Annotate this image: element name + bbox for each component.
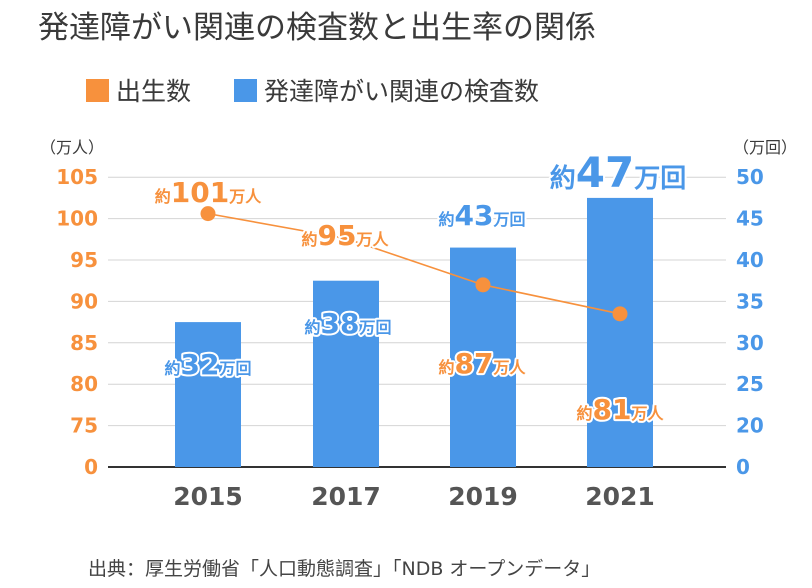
left-tick-label: 90 [70,289,98,313]
label-suffix: 万回 [358,318,391,337]
x-tick-label: 2017 [311,482,381,511]
bar-2021 [587,197,653,467]
left-axis-unit: （万人） [40,138,104,157]
left-tick-label: 0 [84,455,98,479]
x-tick-label: 2015 [173,482,243,511]
label-number: 47 [576,148,634,197]
label-number: 43 [455,199,494,232]
bar-label-2015: 約32万回 [165,348,252,381]
label-prefix: 約 [550,163,576,194]
x-tick-label: 2019 [448,482,518,511]
legend-label-birth: 出生数 [116,77,191,106]
legend-swatch-birth [86,79,109,102]
label-number: 95 [318,219,357,252]
legend-label-tests: 発達障がい関連の検査数 [264,77,539,106]
label-number: 38 [321,307,360,340]
legend-swatch-tests [234,79,257,102]
right-tick-label: 20 [736,414,764,438]
right-tick-label: 40 [736,248,764,272]
label-number: 81 [593,393,632,426]
bar-2017 [313,280,379,467]
label-number: 32 [181,348,220,381]
axis-ticks: 0 75 80 85 90 95 100 105 0 20 25 30 35 40 45 50 [56,165,764,479]
bar-label-2021: 約47万回 [550,148,686,197]
label-suffix: 万回 [218,359,251,378]
label-suffix: 万回 [492,210,525,229]
label-suffix: 万回 [634,164,686,194]
birth-point-2017 [338,230,354,246]
bar-2015 [175,322,241,467]
left-tick-label: 105 [56,165,98,189]
label-prefix: 約 [577,404,593,423]
label-prefix: 約 [439,210,455,229]
left-tick-label: 80 [70,372,98,396]
right-tick-label: 50 [736,165,764,189]
label-suffix: 万人 [355,230,389,249]
x-tick-label: 2021 [585,482,655,511]
label-number: 101 [171,176,229,209]
birth-line [200,206,628,322]
birth-label-2019: 約87万人 [439,347,527,380]
label-number: 87 [455,347,494,380]
label-suffix: 万人 [630,404,664,423]
birth-point-2019 [475,277,491,293]
bars [175,197,653,467]
source-note: 出典：厚生労働省「人口動態調査」「NDB オープンデータ」 [88,558,600,580]
label-suffix: 万人 [228,187,262,206]
label-prefix: 約 [439,358,455,377]
left-tick-label: 100 [56,207,98,231]
birth-label-2015: 約101万人 [155,176,262,209]
right-tick-label: 45 [736,207,764,231]
left-tick-label: 95 [70,248,98,272]
label-suffix: 万人 [492,358,526,377]
chart-title: 発達障がい関連の検査数と出生率の関係 [38,10,596,46]
data-labels: 約32万回約38万回約43万回約47万回約101万人約95万人約87万人約81万… [153,146,688,428]
label-prefix: 約 [155,187,171,206]
bar-label-2019: 約43万回 [439,199,526,232]
left-tick-label: 75 [70,414,98,438]
right-tick-label: 0 [736,455,750,479]
label-prefix: 約 [165,359,181,378]
birth-line-path [207,212,621,315]
x-axis-ticks: 2015 2017 2019 2021 [173,482,655,511]
label-prefix: 約 [305,318,321,337]
bar-label-2017: 約38万回 [305,307,392,340]
label-prefix: 約 [302,230,318,249]
right-tick-label: 25 [736,372,764,396]
birth-label-2017: 約95万人 [302,219,390,252]
birth-label-2021: 約81万人 [577,393,665,426]
birth-point-2021 [612,306,628,322]
left-tick-label: 85 [70,331,98,355]
right-tick-label: 35 [736,289,764,313]
right-axis-unit: （万回） [733,138,797,157]
birth-point-2015 [200,206,216,222]
legend: 出生数 発達障がい関連の検査数 [86,77,539,106]
right-tick-label: 30 [736,331,764,355]
